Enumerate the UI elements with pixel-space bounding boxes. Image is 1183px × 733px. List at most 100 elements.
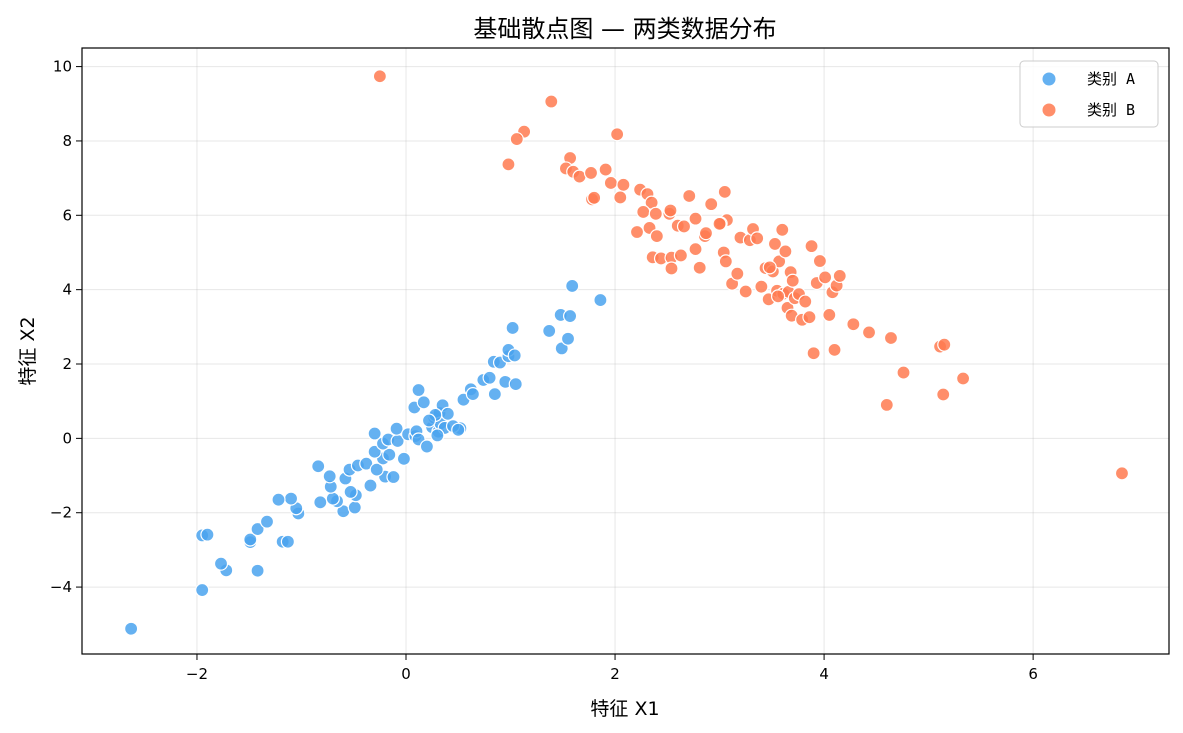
data-point [879, 397, 894, 413]
data-point [482, 370, 497, 385]
x-tick-label: 0 [401, 665, 411, 683]
data-point [280, 534, 296, 549]
data-point [785, 273, 800, 288]
data-point [767, 236, 783, 252]
data-point [501, 157, 516, 172]
data-point [587, 190, 602, 205]
y-tick-label: −2 [50, 504, 72, 522]
legend: 类别 A 类别 B [1019, 60, 1159, 128]
data-point [648, 206, 663, 221]
data-point [259, 514, 275, 529]
data-point [416, 395, 431, 410]
data-point [775, 222, 790, 237]
data-point [213, 556, 229, 571]
data-point [603, 175, 618, 191]
data-point [1114, 466, 1130, 481]
x-axis-label: 特征 X1 [590, 698, 659, 720]
data-point [419, 439, 435, 454]
data-point [507, 348, 522, 363]
data-point [822, 307, 837, 323]
y-tick-label: 6 [62, 206, 72, 224]
data-point [430, 428, 445, 443]
data-point [883, 330, 899, 346]
data-point [688, 211, 703, 226]
legend-marker-class-a [1041, 71, 1057, 87]
y-tick-label: 0 [62, 429, 72, 447]
data-point [359, 456, 374, 471]
data-point [936, 387, 951, 402]
legend-label-class-b: 类别 B [1087, 101, 1135, 119]
data-point [250, 521, 265, 537]
data-point [692, 260, 707, 275]
data-point [613, 190, 628, 205]
data-point [832, 268, 847, 284]
data-point [778, 244, 793, 259]
legend-marker-class-b [1041, 102, 1057, 118]
y-axis-label: 特征 X2 [17, 316, 39, 385]
data-point [311, 459, 326, 474]
data-point [818, 270, 833, 285]
data-point [610, 127, 625, 142]
data-point [629, 224, 645, 240]
data-point [243, 532, 258, 547]
data-point [508, 376, 523, 392]
data-point [465, 387, 481, 402]
data-point [896, 365, 911, 380]
data-point [806, 346, 821, 361]
data-point [347, 500, 362, 515]
data-point [313, 495, 328, 510]
data-point [712, 216, 727, 231]
chart-title: 基础散点图 — 两类数据分布 [473, 15, 776, 43]
data-point [124, 621, 139, 636]
data-point [487, 387, 502, 402]
data-point [565, 278, 580, 294]
data-point [762, 260, 777, 275]
data-point [937, 337, 952, 352]
data-point [283, 491, 299, 506]
data-point [673, 248, 688, 263]
data-point [663, 203, 678, 218]
data-point [738, 284, 753, 299]
x-tick-label: −2 [186, 665, 208, 683]
plot-frame [81, 47, 1170, 655]
data-point [322, 469, 337, 484]
data-point [396, 451, 412, 466]
data-point [955, 371, 971, 386]
data-point [271, 492, 286, 507]
data-point [200, 527, 215, 542]
data-point [583, 165, 599, 181]
data-point [812, 253, 828, 269]
data-point [563, 308, 578, 324]
data-point [861, 325, 877, 340]
data-point [688, 242, 703, 257]
data-point [698, 226, 714, 241]
data-point [827, 342, 842, 357]
data-point [636, 204, 651, 220]
data-point [195, 582, 210, 598]
series-class-a [124, 278, 608, 636]
data-point [676, 219, 692, 234]
data-point [544, 94, 559, 109]
data-point [372, 69, 387, 84]
plot-points [124, 69, 1130, 636]
data-point [369, 462, 384, 477]
data-point [804, 239, 819, 254]
data-point [754, 279, 769, 294]
data-point [649, 229, 664, 244]
data-point [593, 292, 608, 308]
data-point [682, 188, 697, 204]
data-point [750, 231, 765, 246]
data-point [730, 266, 745, 281]
data-point [367, 426, 382, 441]
data-point [386, 469, 401, 485]
data-point [367, 444, 382, 459]
x-tick-label: 2 [610, 665, 620, 683]
y-tick-label: −4 [50, 578, 72, 596]
y-tick-label: 10 [53, 58, 72, 76]
series-class-b [372, 69, 1130, 481]
data-point [664, 261, 679, 276]
data-point [560, 331, 576, 346]
data-point [770, 289, 786, 304]
y-tick-label: 4 [62, 281, 72, 299]
